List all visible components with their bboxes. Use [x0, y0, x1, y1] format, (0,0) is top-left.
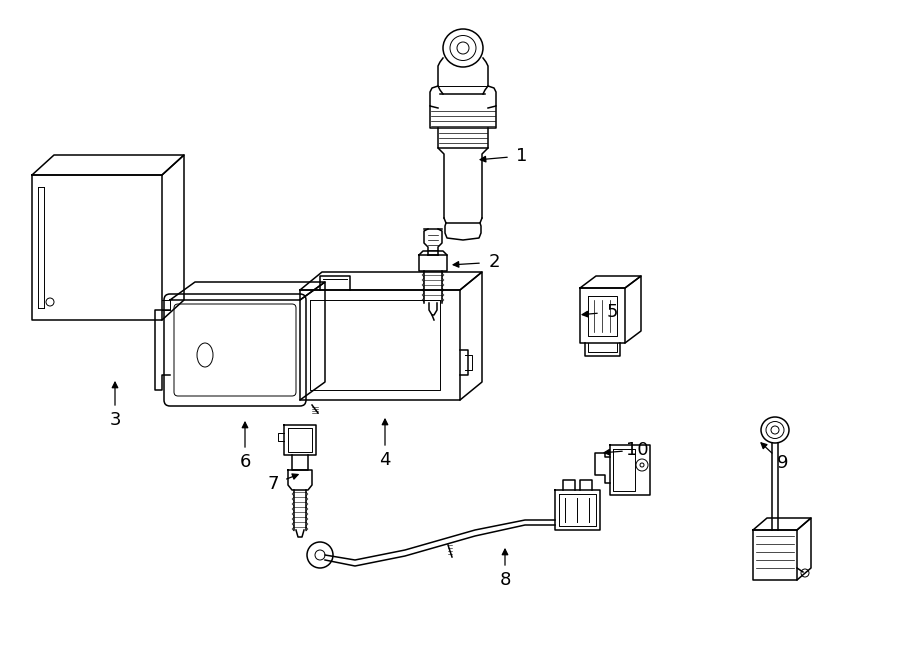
- Text: 6: 6: [239, 453, 251, 471]
- Text: 4: 4: [379, 451, 391, 469]
- Text: 1: 1: [517, 147, 527, 165]
- Text: 9: 9: [777, 454, 788, 472]
- Text: 8: 8: [500, 571, 510, 589]
- Text: 5: 5: [607, 303, 617, 321]
- Text: 3: 3: [109, 411, 121, 429]
- Text: 7: 7: [267, 475, 279, 493]
- Text: 2: 2: [488, 253, 500, 271]
- Text: 10: 10: [626, 441, 648, 459]
